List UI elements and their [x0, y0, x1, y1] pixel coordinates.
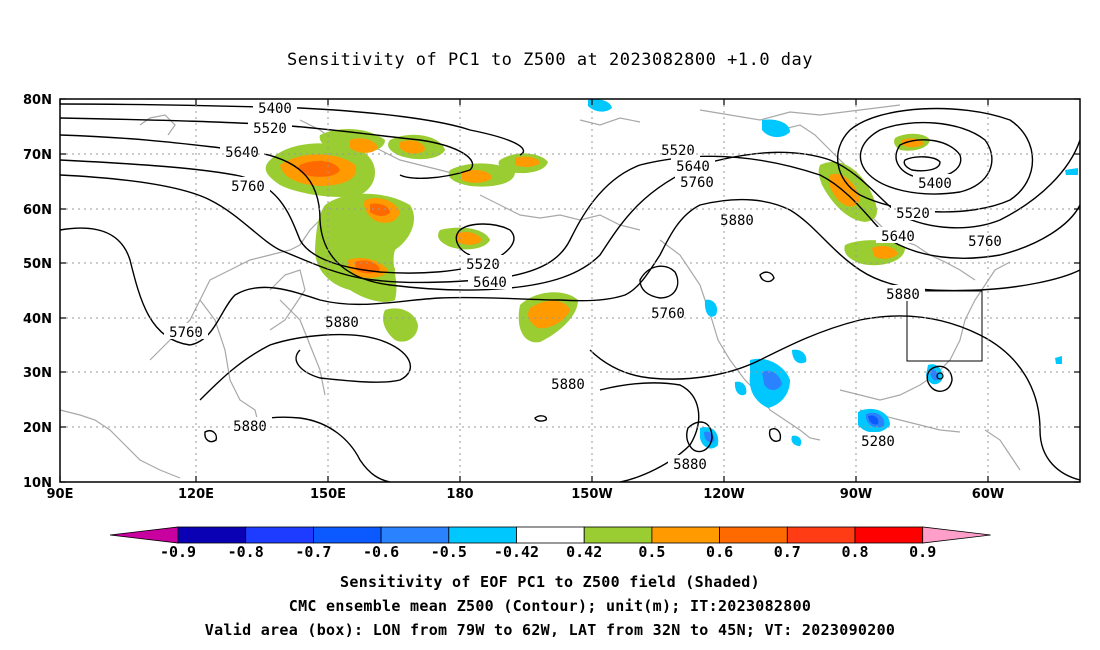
colorbar-box — [380, 526, 450, 544]
lon-label: 120W — [703, 487, 744, 502]
colorbar-max-triangle — [922, 526, 991, 544]
contour-label: 5520 — [253, 121, 287, 137]
lon-label: 150W — [571, 487, 612, 502]
colorbar-box — [786, 526, 856, 544]
contour-label: 5400 — [258, 101, 292, 117]
lat-label: 40N — [23, 312, 52, 327]
contour-label: 5880 — [551, 377, 585, 393]
lat-label: 50N — [23, 257, 52, 272]
colorbar-box — [312, 526, 382, 544]
footer-line-3: Valid area (box): LON from 79W to 62W, L… — [204, 621, 896, 639]
lon-label: 90W — [840, 487, 872, 502]
footer-line-2: CMC ensemble mean Z500 (Contour); unit(m… — [288, 597, 812, 615]
colorbar-label: 0.42 — [566, 543, 602, 561]
contour-label: 5640 — [225, 145, 259, 161]
contour-label: 5640 — [473, 275, 507, 291]
colorbar-label: -0.6 — [363, 543, 399, 561]
lat-label: 60N — [23, 203, 52, 218]
contour-label: 5760 — [231, 179, 265, 195]
colorbar-box — [854, 526, 924, 544]
colorbar-label: -0.8 — [228, 543, 264, 561]
contour-label: 5880 — [720, 213, 754, 229]
contour-label: 5520 — [896, 206, 930, 222]
lon-label: 90E — [47, 487, 74, 502]
colorbar-label: 0.9 — [909, 543, 936, 561]
lon-label: 60W — [972, 487, 1004, 502]
contour-label: 5760 — [651, 306, 685, 322]
lon-label: 120E — [178, 487, 214, 502]
lon-label: 180 — [446, 487, 473, 502]
colorbar-box — [583, 526, 653, 544]
contour-label: 5760 — [968, 234, 1002, 250]
colorbar-box — [719, 526, 788, 544]
lat-label: 30N — [23, 366, 52, 381]
shaded-sensitivity — [265, 99, 1078, 449]
colorbar-min-triangle — [109, 526, 179, 544]
lon-axis: 90E 120E 150E 180 150W 120W 90W 60W — [47, 99, 1004, 502]
colorbar-label: 0.5 — [638, 543, 665, 561]
colorbar-label: 0.6 — [706, 543, 733, 561]
contour-label: 5520 — [661, 143, 695, 159]
contour-label: 5880 — [673, 457, 707, 473]
contour-labels: 5400552056405760576058805880552056405520… — [164, 99, 1007, 473]
contour-label: 5760 — [680, 175, 714, 191]
colorbar-box — [651, 526, 721, 544]
footer-line-1: Sensitivity of EOF PC1 to Z500 field (Sh… — [340, 573, 760, 591]
colorbar-label: -0.42 — [494, 543, 539, 561]
lat-label: 10N — [23, 476, 52, 491]
lat-label: 80N — [23, 93, 52, 108]
colorbar-label: 0.7 — [774, 543, 801, 561]
contour-label: 5880 — [233, 419, 267, 435]
colorbar-label: 0.8 — [841, 543, 868, 561]
contour-label: 5880 — [325, 315, 359, 331]
lat-axis: 80N 70N 60N 50N 40N 30N 20N 10N — [23, 93, 1080, 491]
contour-label: 5280 — [861, 434, 895, 450]
contour-label: 5760 — [169, 325, 203, 341]
z500-contours — [59, 103, 1081, 483]
lon-label: 150E — [310, 487, 346, 502]
contour-label: 5640 — [881, 229, 915, 245]
lat-label: 20N — [23, 421, 52, 436]
colorbar-box — [448, 526, 517, 544]
colorbar-box — [516, 526, 585, 544]
colorbar-label: -0.9 — [160, 543, 196, 561]
map-frame — [59, 98, 1081, 483]
contour-label: 5400 — [918, 176, 952, 192]
colorbar-box — [245, 526, 314, 544]
contour-label: 5640 — [676, 159, 710, 175]
colorbar-label: -0.5 — [431, 543, 467, 561]
colorbar: -0.9 -0.8 -0.7 -0.6 -0.5 -0.42 0.42 0.5 0.6 0.7 0.… — [109, 526, 991, 561]
contour-label: 5880 — [886, 287, 920, 303]
plot-title: Sensitivity of PC1 to Z500 at 2023082800… — [286, 50, 813, 70]
colorbar-label: -0.7 — [295, 543, 331, 561]
lat-lon-grid — [60, 99, 1080, 482]
contour-label: 5520 — [466, 257, 500, 273]
colorbar-box — [177, 526, 247, 544]
lat-label: 70N — [23, 148, 52, 163]
